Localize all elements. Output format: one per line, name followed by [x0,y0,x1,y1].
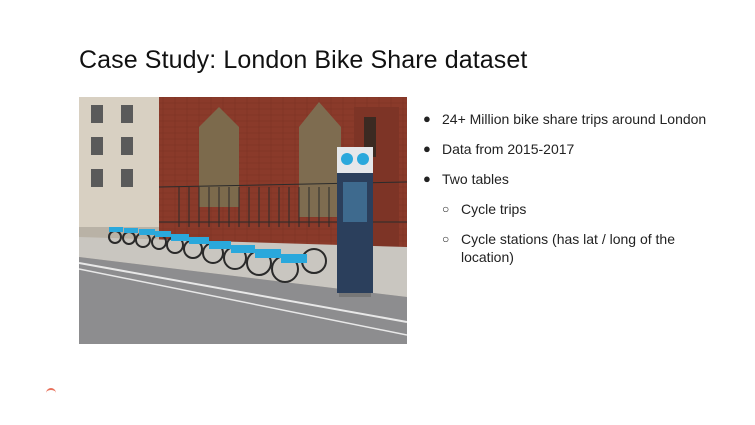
bullet-ring-icon: ○ [442,202,450,216]
sub-bullet-text: Cycle trips [461,201,527,217]
bullet-item: ● 24+ Million bike share trips around Lo… [420,110,720,128]
bullet-ring-icon: ○ [442,232,450,246]
bike-share-photo [79,97,407,344]
bullet-item: ● Data from 2015-2017 [420,140,720,158]
bullet-list: ● 24+ Million bike share trips around Lo… [420,110,720,278]
corner-mark-icon [46,388,56,395]
bullet-item: ● Two tables [420,170,720,188]
slide-title: Case Study: London Bike Share dataset [79,46,528,74]
bullet-text: Two tables [442,171,509,187]
bullet-dot-icon: ● [423,141,431,156]
sub-bullet-item: ○ Cycle trips [420,200,720,218]
sub-bullet-item: ○ Cycle stations (has lat / long of the … [420,230,720,266]
bullet-text: Data from 2015-2017 [442,141,575,157]
sub-bullet-text: Cycle stations (has lat / long of the lo… [461,231,675,265]
bullet-dot-icon: ● [423,111,431,126]
bullet-dot-icon: ● [423,171,431,186]
bullet-text: 24+ Million bike share trips around Lond… [442,111,707,127]
